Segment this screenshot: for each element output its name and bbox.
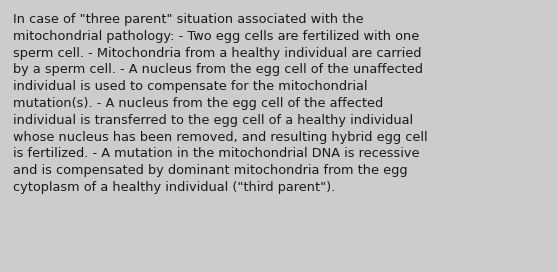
- Text: In case of "three parent" situation associated with the
mitochondrial pathology:: In case of "three parent" situation asso…: [13, 13, 427, 194]
